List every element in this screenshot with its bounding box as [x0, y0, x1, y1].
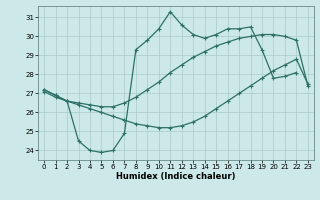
X-axis label: Humidex (Indice chaleur): Humidex (Indice chaleur): [116, 172, 236, 181]
